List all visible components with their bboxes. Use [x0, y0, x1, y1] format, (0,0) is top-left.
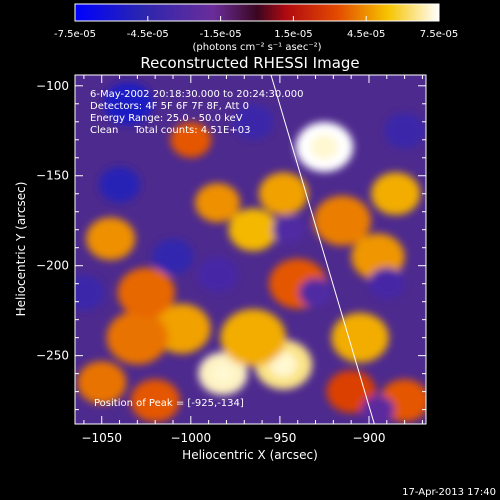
y-tick-label: −200: [36, 259, 69, 273]
emission-core: [269, 352, 298, 378]
emission-blob: [170, 121, 212, 158]
emission-blob: [106, 310, 169, 365]
emission-blob: [228, 208, 278, 252]
emission-blob: [86, 217, 136, 261]
negative-blob: [232, 103, 274, 140]
annotation-detectors: Detectors: 4F 5F 6F 7F 8F, Att 0: [90, 101, 249, 112]
x-axis: −1050 −1000 −950 −900: [81, 75, 423, 445]
emission-blob: [326, 370, 376, 413]
emission-blob: [371, 172, 421, 216]
colorbar-tick-label: -7.5e-05: [54, 29, 96, 40]
y-axis: −100 −150 −200 −250: [36, 79, 426, 411]
annotations: 6-May-2002 20:18:30.000 to 20:24:30.000 …: [90, 89, 303, 409]
annotation-energy-range: Energy Range: 25.0 - 50.0 keV: [90, 113, 243, 124]
timestamp: 17-Apr-2013 17:40: [402, 487, 496, 498]
negative-blob: [368, 267, 406, 300]
annotation-clean-counts: Clean Total counts: 4.51E+03: [90, 125, 250, 136]
emission-core: [310, 134, 339, 160]
x-tick-label: −1000: [171, 431, 212, 445]
y-axis-label: Heliocentric Y (arcsec): [14, 182, 28, 317]
emission-blob: [77, 361, 127, 405]
colorbar-tick-label: -1.5e-05: [200, 29, 242, 40]
emission-blob: [331, 312, 389, 363]
x-tick-label: −950: [263, 431, 296, 445]
heatmap-area: [75, 75, 426, 424]
chart-title: Reconstructed RHESSI Image: [140, 54, 359, 72]
negative-blob: [384, 112, 426, 149]
plot-frame: [74, 74, 427, 425]
emission-blob: [117, 267, 175, 318]
negative-blob: [361, 395, 395, 424]
emission-blob: [313, 195, 371, 246]
peak-position-label: Position of Peak = [-925,-134]: [94, 398, 244, 409]
annotation-time-range: 6-May-2002 20:18:30.000 to 20:24:30.000: [90, 89, 303, 100]
colorbar-tick-label: 4.5e-05: [347, 29, 385, 40]
colorbar-tick-label: 7.5e-05: [420, 29, 458, 40]
emission-blob: [194, 183, 241, 223]
negative-blob: [152, 238, 194, 275]
negative-blob: [75, 274, 105, 311]
x-axis-label: Heliocentric X (arcsec): [182, 448, 318, 462]
negative-blob: [103, 82, 154, 126]
y-tick-label: −100: [36, 79, 69, 93]
emission-blob: [258, 172, 309, 216]
negative-blob: [99, 166, 141, 203]
negative-blob: [197, 256, 239, 293]
emission-blob: [220, 309, 286, 367]
limb-line: [270, 75, 375, 424]
emission-blob: [130, 379, 180, 422]
colorbar-units-label: (photons cm⁻² s⁻¹ asec⁻²): [192, 42, 321, 53]
y-tick-label: −250: [36, 349, 69, 363]
x-tick-label: −900: [353, 431, 386, 445]
colorbar-tick-label: -4.5e-05: [127, 29, 169, 40]
negative-blob: [272, 215, 306, 244]
y-tick-label: −150: [36, 169, 69, 183]
x-tick-label: −1050: [81, 431, 122, 445]
emission-core: [211, 362, 235, 385]
colorbar: [74, 3, 440, 22]
colorbar-ticks: -7.5e-05 -4.5e-05 -1.5e-05 1.5e-05 4.5e-05 7.…: [54, 16, 458, 40]
colorbar-tick-label: 1.5e-05: [274, 29, 312, 40]
negative-blob: [299, 278, 332, 307]
